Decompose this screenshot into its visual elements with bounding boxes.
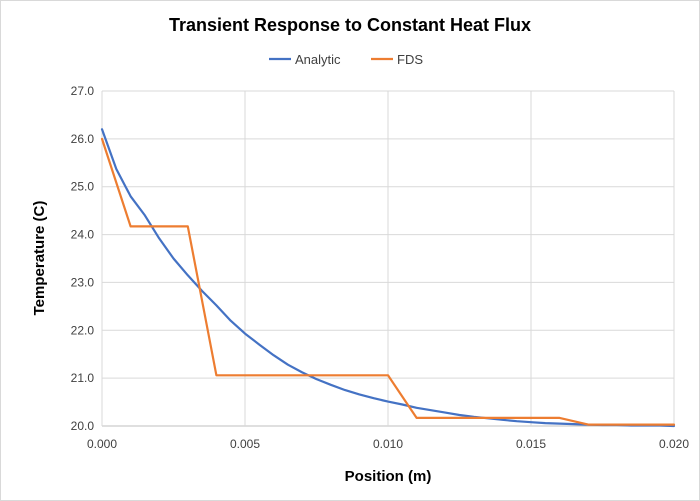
x-tick-label: 0.015 xyxy=(516,437,546,451)
y-tick-label: 20.0 xyxy=(71,419,95,433)
x-tick-label: 0.020 xyxy=(659,437,689,451)
y-tick-label: 22.0 xyxy=(71,323,95,337)
x-tick-label: 0.005 xyxy=(230,437,260,451)
y-tick-label: 23.0 xyxy=(71,275,95,289)
y-axis-ticks: 20.0 21.0 22.0 23.0 24.0 25.0 26.0 27.0 xyxy=(71,84,95,433)
y-tick-label: 24.0 xyxy=(71,228,95,242)
chart-title: Transient Response to Constant Heat Flux xyxy=(169,15,531,35)
y-tick-label: 26.0 xyxy=(71,132,95,146)
series-line-analytic xyxy=(100,128,676,428)
x-tick-label: 0.010 xyxy=(373,437,403,451)
y-tick-label: 25.0 xyxy=(71,180,95,194)
legend: Analytic FDS xyxy=(269,52,423,67)
y-tick-label: 27.0 xyxy=(71,84,95,98)
y-axis-title: Temperature (C) xyxy=(31,201,48,316)
legend-label: Analytic xyxy=(295,52,341,67)
legend-label: FDS xyxy=(397,52,423,67)
x-axis-ticks: 0.000 0.005 0.010 0.015 0.020 xyxy=(87,437,689,451)
y-tick-label: 21.0 xyxy=(71,371,95,385)
series-line-fds xyxy=(100,137,676,426)
x-axis-title: Position (m) xyxy=(345,468,432,485)
legend-item-analytic: Analytic xyxy=(269,52,341,67)
series-layer xyxy=(100,128,676,428)
grid-lines xyxy=(101,90,675,427)
x-tick-label: 0.000 xyxy=(87,437,117,451)
legend-item-fds: FDS xyxy=(371,52,423,67)
